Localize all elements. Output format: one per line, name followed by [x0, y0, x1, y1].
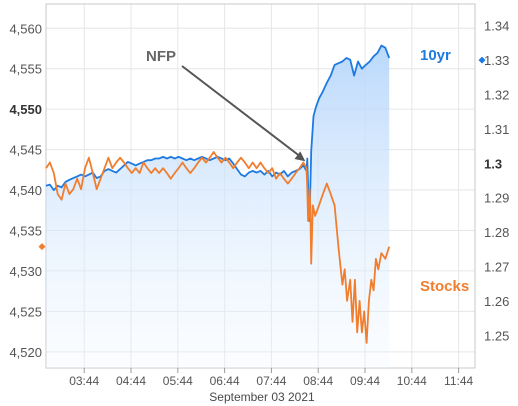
right-tick-label: 1.33	[484, 53, 509, 68]
x-tick-label: 05:44	[163, 374, 193, 388]
right-tick-label: 1.25	[484, 328, 509, 343]
left-tick-label: 4,535	[9, 223, 42, 238]
right-tick-label: 1.28	[484, 225, 509, 240]
series-label-Stocks: Stocks	[420, 278, 469, 295]
nfp-annotation: NFP	[146, 48, 306, 162]
x-tick-label: 10:44	[397, 374, 427, 388]
right-tick-label: 1.34	[484, 19, 509, 34]
right-tick-label: 1.31	[484, 122, 509, 137]
x-tick-label: 09:44	[350, 374, 380, 388]
right-tick-label: 1.29	[484, 191, 509, 206]
right-tick-label: 1.26	[484, 294, 509, 309]
x-tick-label: 06:44	[210, 374, 240, 388]
left-tick-label: 4,550	[9, 102, 42, 117]
series-line-Stocks	[45, 151, 391, 344]
annotation-arrow-line	[181, 65, 302, 159]
left-tick-label: 4,545	[9, 143, 42, 158]
x-tick-label: 04:44	[116, 374, 146, 388]
left-axis-ticks: 4,520 4,525 4,530 4,535 4,540 4,545 4,550 4,555…	[9, 21, 42, 360]
left-tick-label: 4,540	[9, 183, 42, 198]
x-tick-label: 11:44	[444, 374, 473, 388]
right-tick-label: 1.32	[484, 87, 509, 102]
left-tick-label: 4,555	[9, 62, 42, 77]
annotation-label: NFP	[146, 48, 176, 65]
series-label-10yr: 10yr	[420, 47, 451, 64]
x-axis-ticks: 03:44 04:44 05:44 06:44 07:44 08:44 09:44 10:44…	[69, 368, 474, 388]
x-tick-label: 03:44	[69, 374, 99, 388]
series-layer	[38, 44, 486, 368]
left-tick-label: 4,525	[9, 304, 42, 319]
right-axis-ticks: 1.25 1.26 1.27 1.28 1.29 1.3 1.31 1.32 1.33 1.34	[484, 19, 509, 344]
annotation-arrow-head	[294, 151, 306, 162]
left-tick-label: 4,530	[9, 264, 42, 279]
right-tick-label: 1.27	[484, 260, 509, 275]
series-labels: 10yr Stocks	[420, 47, 469, 295]
right-tick-label: 1.3	[484, 156, 502, 171]
left-tick-label: 4,560	[9, 21, 42, 36]
x-tick-label: 08:44	[303, 374, 333, 388]
x-tick-label: 07:44	[256, 374, 286, 388]
series-area-10yr	[46, 45, 390, 368]
x-axis-label: September 03 2021	[209, 390, 315, 404]
left-tick-label: 4,520	[9, 345, 42, 360]
last-value-marker-10yr	[478, 56, 486, 64]
last-value-marker-Stocks	[38, 243, 46, 251]
